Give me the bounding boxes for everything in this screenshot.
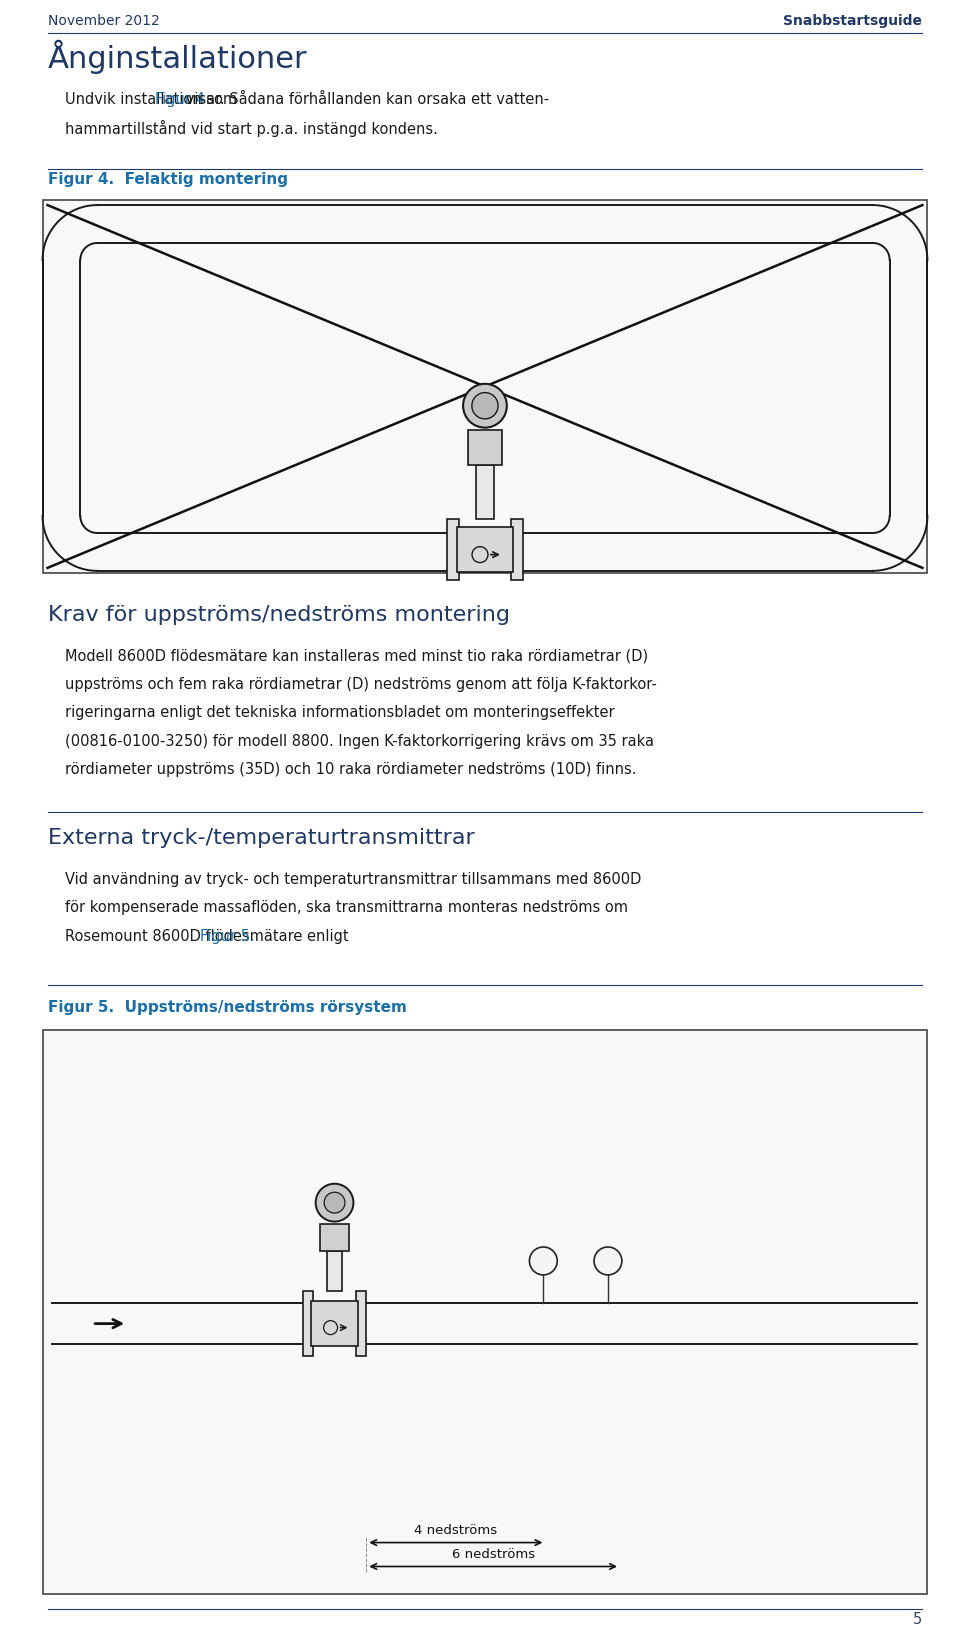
Text: (00816-0100-3250) för modell 8800. Ingen K-faktorkorrigering krävs om 35 raka: (00816-0100-3250) för modell 8800. Ingen…: [65, 735, 654, 749]
Text: Vid användning av tryck- och temperaturtransmittrar tillsammans med 8600D: Vid användning av tryck- och temperaturt…: [65, 871, 641, 886]
Text: Figur 5.  Uppströms/nedströms rörsystem: Figur 5. Uppströms/nedströms rörsystem: [47, 1000, 406, 1015]
Bar: [302, 1291, 313, 1355]
Text: Rosemount 8600D flödesmätare enligt: Rosemount 8600D flödesmätare enligt: [65, 929, 353, 944]
Text: rördiameter uppströms (35D) och 10 raka rördiameter nedströms (10D) finns.: rördiameter uppströms (35D) och 10 raka …: [65, 763, 636, 777]
Text: uppströms och fem raka rördiametrar (D) nedströms genom att följa K-faktorkor-: uppströms och fem raka rördiametrar (D) …: [65, 677, 657, 692]
Circle shape: [529, 1247, 557, 1275]
Text: Krav för uppströms/nedströms montering: Krav för uppströms/nedströms montering: [47, 604, 510, 624]
Text: 6 nedströms: 6 nedströms: [451, 1548, 535, 1560]
Bar: [42, 199, 927, 573]
Text: Modell 8600D flödesmätare kan installeras med minst tio raka rördiametrar (D): Modell 8600D flödesmätare kan installera…: [65, 649, 648, 664]
Circle shape: [324, 1192, 345, 1214]
Bar: [447, 519, 459, 580]
Bar: [476, 464, 493, 519]
Text: Undvik installation som: Undvik installation som: [65, 92, 242, 107]
Bar: [356, 1291, 367, 1355]
Text: för kompenserade massaflöden, ska transmittrarna monteras nedströms om: för kompenserade massaflöden, ska transm…: [65, 901, 628, 916]
Text: visar. Sådana förhållanden kan orsaka ett vatten-: visar. Sådana förhållanden kan orsaka et…: [181, 92, 549, 107]
Text: Externa tryck-/temperaturtransmittrar: Externa tryck-/temperaturtransmittrar: [47, 828, 474, 848]
Text: 5: 5: [913, 1612, 923, 1627]
Bar: [511, 519, 523, 580]
Circle shape: [463, 384, 507, 428]
Text: Figur 5.: Figur 5.: [200, 929, 254, 944]
Text: rigeringarna enligt det tekniska informationsbladet om monteringseffekter: rigeringarna enligt det tekniska informa…: [65, 705, 614, 720]
Bar: [327, 1252, 342, 1291]
Circle shape: [316, 1184, 353, 1222]
Bar: [468, 430, 502, 464]
Text: Ånginstallationer: Ånginstallationer: [47, 40, 307, 74]
Text: November 2012: November 2012: [47, 13, 159, 28]
Text: Snabbstartsguide: Snabbstartsguide: [783, 13, 923, 28]
Text: 4 nedströms: 4 nedströms: [415, 1523, 497, 1537]
Text: hammartillstånd vid start p.g.a. instängd kondens.: hammartillstånd vid start p.g.a. instäng…: [65, 120, 438, 137]
Text: Figur 4.  Felaktig montering: Figur 4. Felaktig montering: [47, 173, 287, 188]
Bar: [457, 527, 514, 573]
Circle shape: [472, 392, 498, 418]
Bar: [320, 1224, 349, 1252]
Text: P: P: [540, 1253, 547, 1268]
Text: T: T: [604, 1253, 612, 1268]
Circle shape: [594, 1247, 622, 1275]
Text: Figur 4: Figur 4: [155, 92, 204, 107]
Bar: [42, 1031, 927, 1594]
Bar: [311, 1301, 358, 1346]
